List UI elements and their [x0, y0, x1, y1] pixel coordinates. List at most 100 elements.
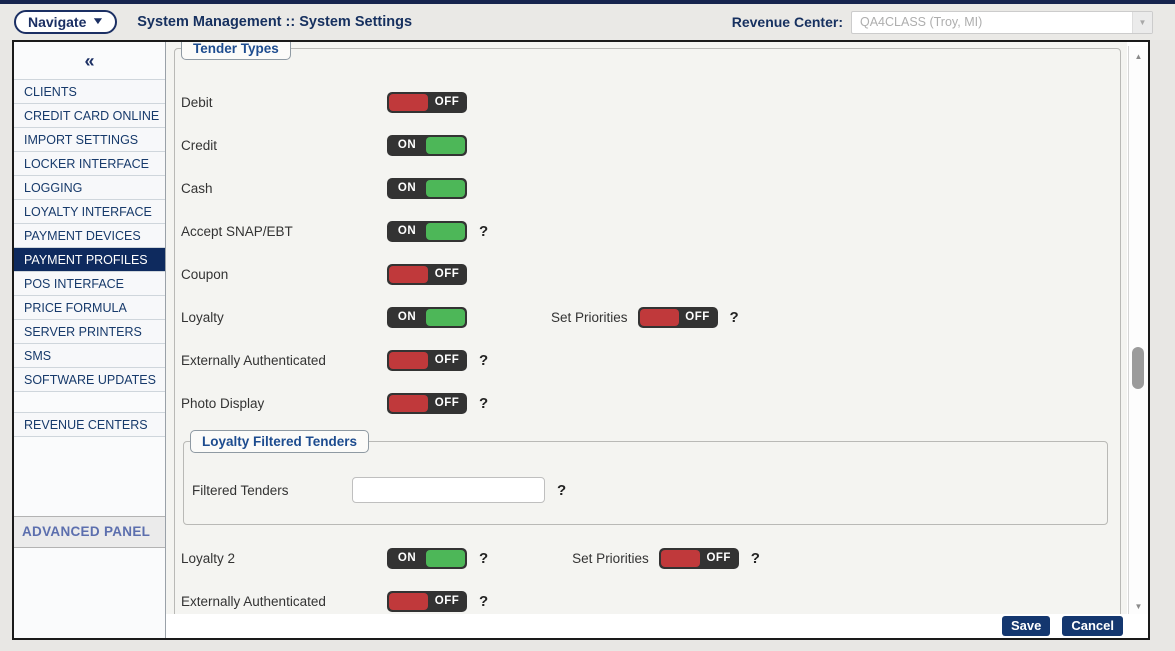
toggle-knob: [426, 180, 465, 197]
toggle-knob: [389, 395, 428, 412]
toggle-knob: [426, 223, 465, 240]
loyalty-2-set-priorities-toggle[interactable]: OFF: [658, 548, 739, 569]
setting-row: Credit ON: [181, 124, 1110, 167]
setting-row: Cash ON: [181, 167, 1110, 210]
externally-authenticated-toggle[interactable]: OFF: [387, 350, 467, 371]
save-button[interactable]: Save: [1001, 616, 1051, 636]
toggle-knob: [660, 550, 700, 567]
toggle-knob: [426, 309, 465, 326]
help-icon[interactable]: ?: [750, 550, 760, 567]
toggle-knob: [389, 94, 428, 111]
toggle-knob: [639, 309, 679, 326]
select-arrow-icon[interactable]: ▼: [1132, 11, 1152, 33]
secondary-setting-label: Set Priorities: [551, 310, 628, 325]
setting-label: Cash: [181, 181, 213, 196]
collapse-sidebar-icon[interactable]: «: [84, 50, 95, 71]
toggle-knob: [426, 550, 465, 567]
footer-bar: Save Cancel: [166, 614, 1148, 638]
secondary-setting-label: Set Priorities: [572, 551, 649, 566]
sidebar-item-import-settings[interactable]: IMPORT SETTINGS: [14, 128, 165, 152]
setting-row: Coupon OFF: [181, 253, 1110, 296]
sidebar-item-revenue-centers[interactable]: REVENUE CENTERS: [14, 412, 165, 437]
filtered-tenders-label: Filtered Tenders: [192, 482, 289, 498]
setting-row: Loyalty 2 ON ? Set Priorities OFF ?: [181, 537, 1110, 580]
main-frame: « CLIENTS CREDIT CARD ONLINE IMPORT SETTIN…: [12, 40, 1150, 640]
filtered-tenders-row: Filtered Tenders ?: [192, 472, 1099, 508]
toggle-knob: [426, 137, 465, 154]
cancel-button[interactable]: Cancel: [1062, 616, 1123, 636]
setting-label: Coupon: [181, 267, 229, 282]
top-accent-bar: [0, 0, 1175, 4]
sidebar-item-loyalty-interface[interactable]: LOYALTY INTERFACE: [14, 200, 165, 224]
header-bar: Navigate ▼ System Management :: System S…: [0, 4, 1175, 40]
loyalty-2-toggle[interactable]: ON: [387, 548, 467, 569]
tender-types-fieldset: Tender Types Debit OFF Credit ON Cash ON: [174, 42, 1121, 614]
setting-label: Externally Authenticated: [181, 594, 326, 609]
help-icon[interactable]: ?: [557, 481, 567, 499]
sidebar-items: CLIENTS CREDIT CARD ONLINE IMPORT SETTINGS…: [14, 80, 165, 392]
navigate-button[interactable]: Navigate ▼: [14, 10, 118, 34]
settings-scroll-area[interactable]: Tender Types Debit OFF Credit ON Cash ON: [166, 42, 1127, 614]
page-title: System Management :: System Settings: [137, 14, 413, 30]
setting-label: Debit: [181, 95, 213, 110]
sidebar-item-server-printers[interactable]: SERVER PRINTERS: [14, 320, 165, 344]
accept-snap-ebt-toggle[interactable]: ON: [387, 221, 467, 242]
setting-label: Loyalty: [181, 310, 224, 325]
cash-toggle[interactable]: ON: [387, 178, 467, 199]
setting-row: Debit OFF: [181, 81, 1110, 124]
revenue-center-value: QA4CLASS (Troy, MI): [860, 14, 983, 29]
sidebar-item-logging[interactable]: LOGGING: [14, 176, 165, 200]
sidebar-item-clients[interactable]: CLIENTS: [14, 80, 165, 104]
revenue-center-label: Revenue Center:: [731, 14, 843, 30]
sidebar-item-price-formula[interactable]: PRICE FORMULA: [14, 296, 165, 320]
help-icon[interactable]: ?: [479, 593, 489, 610]
toggle-knob: [389, 266, 428, 283]
vertical-scrollbar[interactable]: ▲ ▼: [1128, 46, 1148, 616]
help-icon[interactable]: ?: [479, 395, 489, 412]
revenue-center-select[interactable]: QA4CLASS (Troy, MI) ▼: [851, 10, 1153, 34]
sidebar-item-sms[interactable]: SMS: [14, 344, 165, 368]
setting-row: Externally Authenticated OFF ?: [181, 339, 1110, 382]
sidebar-item-payment-devices[interactable]: PAYMENT DEVICES: [14, 224, 165, 248]
loyalty-filtered-tenders-fieldset: Loyalty Filtered Tenders Filtered Tender…: [183, 430, 1108, 525]
loyalty-toggle[interactable]: ON: [387, 307, 467, 328]
sidebar-item-payment-profiles[interactable]: PAYMENT PROFILES: [14, 248, 165, 272]
chevron-down-icon: ▼: [91, 16, 106, 27]
loyalty-set-priorities-toggle[interactable]: OFF: [637, 307, 718, 328]
sidebar-item-software-updates[interactable]: SOFTWARE UPDATES: [14, 368, 165, 392]
content-pane: Tender Types Debit OFF Credit ON Cash ON: [166, 42, 1148, 638]
sidebar: « CLIENTS CREDIT CARD ONLINE IMPORT SETTIN…: [14, 42, 166, 638]
scrollbar-thumb[interactable]: [1132, 347, 1144, 389]
help-icon[interactable]: ?: [729, 309, 739, 326]
loyalty-filtered-tenders-legend: Loyalty Filtered Tenders: [190, 430, 370, 453]
toggle-knob: [389, 593, 428, 610]
help-icon[interactable]: ?: [479, 223, 489, 240]
coupon-toggle[interactable]: OFF: [387, 264, 467, 285]
externally-authenticated-toggle[interactable]: OFF: [387, 591, 467, 612]
credit-toggle[interactable]: ON: [387, 135, 467, 156]
setting-label: Accept SNAP/EBT: [181, 224, 293, 239]
filtered-tenders-input[interactable]: [352, 477, 545, 503]
setting-label: Credit: [181, 138, 218, 153]
scroll-down-icon[interactable]: ▼: [1134, 601, 1143, 611]
scroll-up-icon[interactable]: ▲: [1134, 51, 1143, 61]
debit-toggle[interactable]: OFF: [387, 92, 467, 113]
tender-types-legend: Tender Types: [181, 42, 291, 60]
toggle-knob: [389, 352, 428, 369]
setting-label: Externally Authenticated: [181, 353, 326, 368]
setting-label: Photo Display: [181, 396, 265, 411]
advanced-panel-button[interactable]: ADVANCED PANEL: [14, 516, 165, 548]
tender-rows-top: Debit OFF Credit ON Cash ON Accept SNAP/…: [181, 81, 1110, 425]
help-icon[interactable]: ?: [479, 352, 489, 369]
tender-rows-bottom: Loyalty 2 ON ? Set Priorities OFF ? Exte…: [181, 537, 1110, 614]
photo-display-toggle[interactable]: OFF: [387, 393, 467, 414]
sidebar-item-credit-card-online[interactable]: CREDIT CARD ONLINE: [14, 104, 165, 128]
navigate-button-label: Navigate: [28, 14, 87, 30]
setting-label: Loyalty 2: [181, 551, 236, 566]
setting-row: Accept SNAP/EBT ON ?: [181, 210, 1110, 253]
sidebar-item-locker-interface[interactable]: LOCKER INTERFACE: [14, 152, 165, 176]
sidebar-item-pos-interface[interactable]: POS INTERFACE: [14, 272, 165, 296]
help-icon[interactable]: ?: [479, 550, 489, 567]
setting-row: Externally Authenticated OFF ?: [181, 580, 1110, 614]
setting-row: Loyalty ON Set Priorities OFF ?: [181, 296, 1110, 339]
